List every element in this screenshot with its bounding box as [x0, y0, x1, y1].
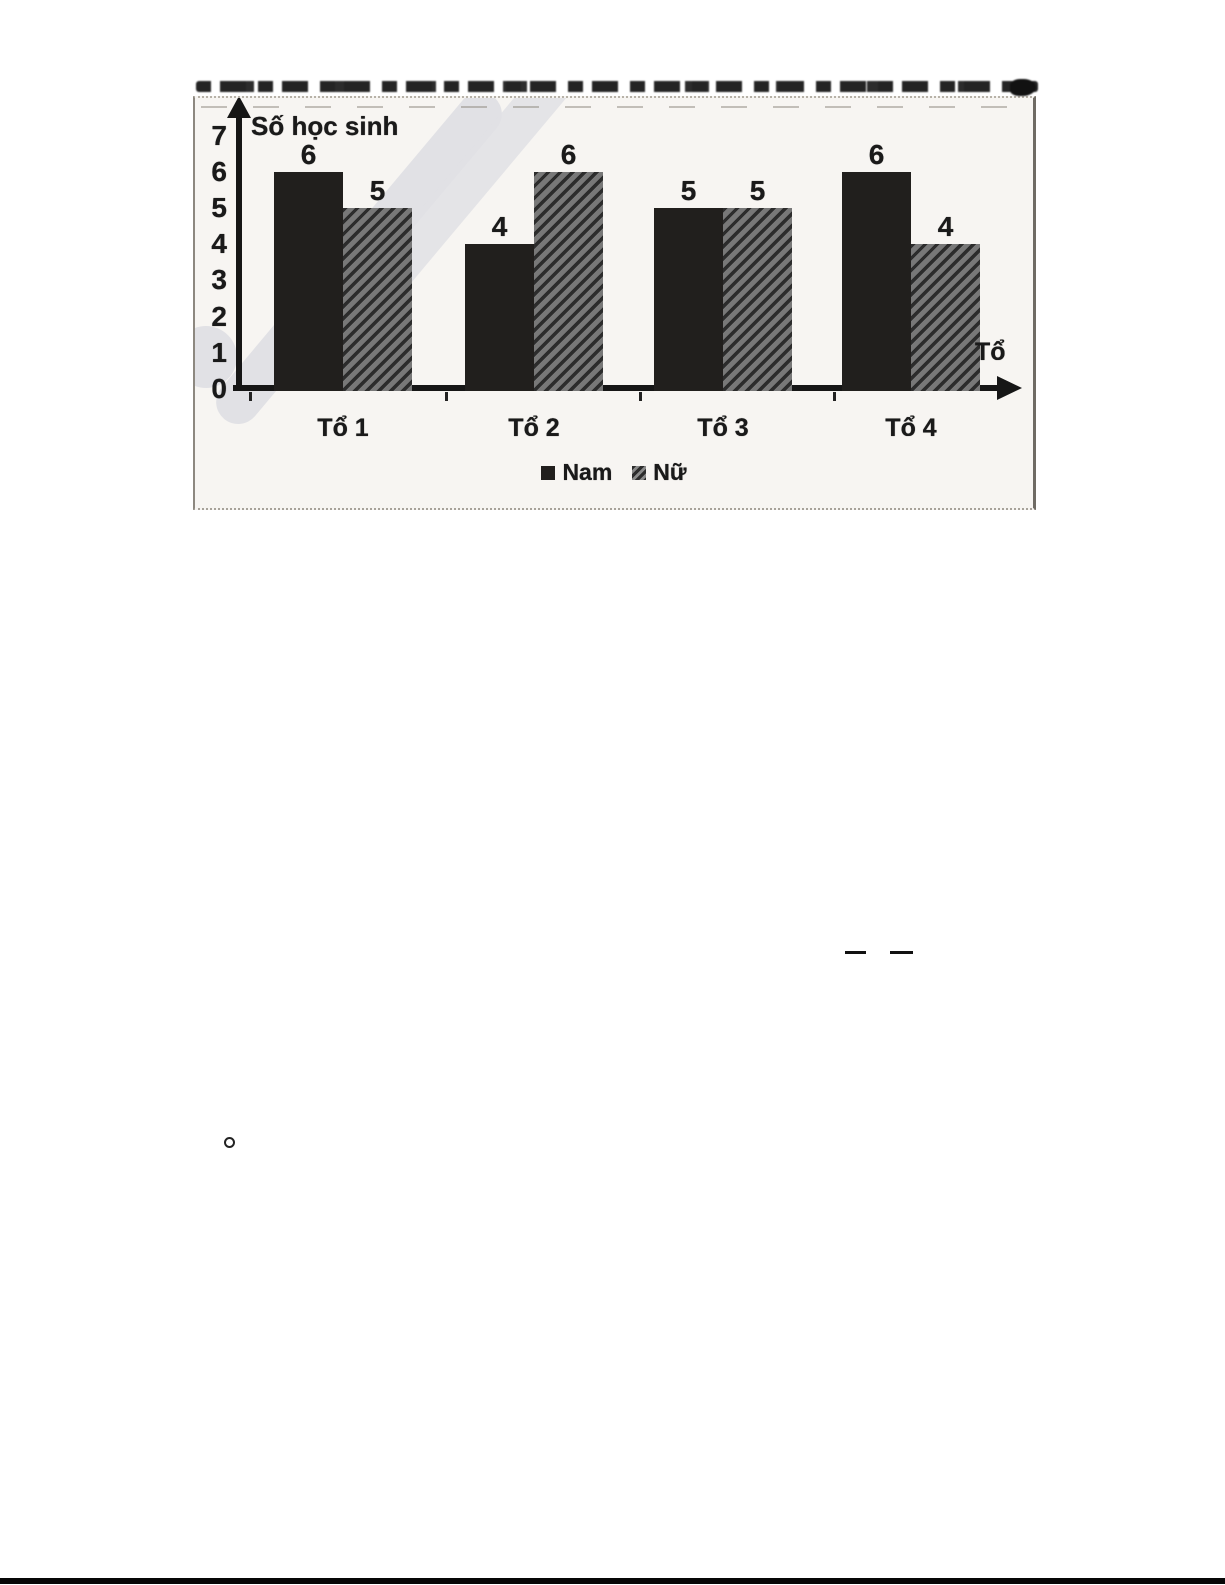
bar-nữ — [534, 171, 603, 391]
y-tick-label: 4 — [211, 228, 227, 260]
bar-value-label: 5 — [680, 175, 697, 206]
bar-value-label: 4 — [491, 211, 508, 243]
chart-legend: Nam Nữ — [195, 459, 1033, 486]
bar-value-label: 4 — [937, 211, 954, 243]
y-tick-label: 5 — [211, 192, 227, 223]
legend-label: Nữ — [653, 459, 687, 485]
illegible-text-blobs — [196, 81, 1038, 92]
x-axis-tick-mark — [833, 392, 836, 401]
x-axis-tick-mark — [249, 392, 252, 401]
x-axis-line — [233, 385, 1001, 391]
y-tick-label: 2 — [211, 300, 227, 332]
y-tick-label: 7 — [211, 119, 227, 151]
category-label: Tổ 2 — [508, 414, 560, 442]
bar-nam — [654, 208, 723, 391]
bar-value-label: 6 — [868, 138, 885, 170]
y-axis-line — [236, 112, 242, 391]
y-tick-label: 1 — [211, 336, 227, 368]
x-axis-tick-mark — [639, 392, 642, 401]
bar-chart-panel: Số học sinh Tổ 0 1 2 3 4 5 6 7 6 5 4 6 5 5 6 4 Tổ 1 Tổ … — [193, 96, 1036, 510]
bar-nam — [465, 244, 534, 391]
legend-item-nữ: Nữ — [632, 459, 687, 486]
bar-value-label: 5 — [369, 175, 386, 206]
fraction-bar-mark — [845, 951, 866, 954]
small-circle-mark — [224, 1137, 235, 1148]
bar-value-label: 5 — [749, 175, 766, 206]
bar-nữ — [911, 244, 980, 391]
bar-value-label: 6 — [560, 138, 577, 170]
x-axis-label: Tổ — [975, 338, 1006, 366]
category-label: Tổ 4 — [885, 414, 937, 442]
bar-nữ — [343, 208, 412, 391]
y-axis-title: Số học sinh — [251, 111, 399, 141]
legend-marker-hatched-icon — [632, 465, 647, 480]
x-axis-arrowhead-icon — [997, 376, 1022, 400]
category-label: Tổ 3 — [697, 414, 749, 442]
y-axis-arrowhead-icon — [227, 98, 251, 118]
y-tick-label: 6 — [211, 155, 227, 187]
legend-item-nam: Nam — [541, 459, 612, 486]
bar-nam — [842, 171, 911, 391]
clipped-heading-strip — [196, 79, 1038, 96]
legend-label: Nam — [562, 459, 613, 485]
legend-marker-solid-icon — [541, 465, 556, 480]
y-tick-label: 3 — [211, 264, 227, 296]
scan-artifact-line — [201, 106, 1021, 108]
bar-nữ — [723, 208, 792, 391]
fraction-bar-mark — [890, 951, 913, 954]
y-tick-label: 0 — [211, 373, 227, 404]
category-label: Tổ 1 — [317, 414, 369, 442]
bar-value-label: 6 — [300, 138, 317, 170]
x-axis-tick-mark — [445, 392, 448, 401]
page-bottom-rule — [0, 1578, 1225, 1584]
bar-nam — [274, 171, 343, 391]
illegible-glyph-remnant — [1010, 79, 1036, 96]
